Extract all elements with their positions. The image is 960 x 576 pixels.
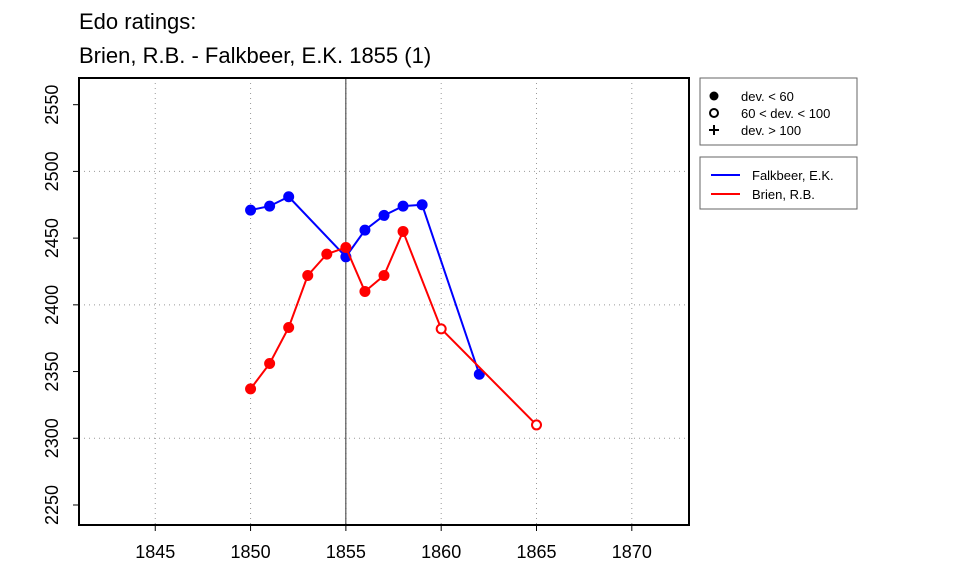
x-tick-label-1855: 1855	[326, 542, 366, 562]
x-axis: 1845 1850 1855 1860 1865 1870	[135, 525, 652, 562]
x-tick-label-1850: 1850	[231, 542, 271, 562]
series-0-point-1858	[397, 200, 409, 212]
y-tick-label-2300: 2300	[42, 418, 62, 458]
series-0-line	[250, 195, 481, 375]
series-1-point-1851	[264, 358, 276, 370]
x-tick-label-1870: 1870	[612, 542, 652, 562]
legend-open-circle-icon	[709, 108, 719, 118]
series-1-point-1856	[359, 285, 371, 297]
marker-legend-label-0: dev. < 60	[741, 89, 794, 104]
series-0-point-1857	[378, 209, 390, 221]
marker-legend-label-1: 60 < dev. < 100	[741, 106, 830, 121]
series-1-point-1850	[245, 383, 257, 395]
series-1-point-1855	[340, 241, 352, 253]
plot-frame	[78, 77, 690, 526]
y-tick-label-2400: 2400	[42, 285, 62, 325]
y-axis: 2250 2300 2350 2400 2450 2500 2550	[42, 85, 79, 525]
series-0-point-1851	[264, 200, 276, 212]
series-1-point-1852	[283, 322, 295, 334]
marker-legend: dev. < 60 60 < dev. < 100 dev. > 100	[699, 77, 858, 146]
series-0-point-1850	[245, 204, 257, 216]
y-tick-label-2250: 2250	[42, 485, 62, 525]
y-tick-label-2500: 2500	[42, 151, 62, 191]
series-0-point-1856	[359, 224, 371, 236]
y-tick-label-2350: 2350	[42, 352, 62, 392]
series-1-point-1860	[435, 323, 447, 335]
grid-lines	[79, 78, 689, 525]
series-0-point-1859	[416, 199, 428, 211]
series-1-point-1854	[321, 248, 333, 260]
chart-subtitle: Brien, R.B. - Falkbeer, E.K. 1855 (1)	[79, 43, 431, 68]
marker-legend-label-2: dev. > 100	[741, 123, 801, 138]
series-0-point-1852	[283, 191, 295, 203]
series-1-point-1853	[302, 269, 314, 281]
marker-legend-box	[699, 77, 858, 146]
x-tick-label-1845: 1845	[135, 542, 175, 562]
x-tick-label-1860: 1860	[421, 542, 461, 562]
series-1-point-1858	[397, 225, 409, 237]
series-legend-label-0: Falkbeer, E.K.	[752, 168, 834, 183]
y-tick-label-2450: 2450	[42, 218, 62, 258]
chart-title: Edo ratings:	[79, 9, 196, 34]
series-legend-label-1: Brien, R.B.	[752, 187, 815, 202]
legend-filled-circle-icon	[709, 91, 719, 101]
series-0-point-1862	[473, 368, 485, 380]
y-tick-label-2550: 2550	[42, 85, 62, 125]
series-legend-box	[699, 156, 858, 210]
series-1-point-1857	[378, 269, 390, 281]
series-1-point-1865	[531, 419, 542, 431]
series-group	[245, 191, 542, 431]
x-tick-label-1865: 1865	[516, 542, 556, 562]
series-legend: Falkbeer, E.K. Brien, R.B.	[699, 156, 858, 210]
